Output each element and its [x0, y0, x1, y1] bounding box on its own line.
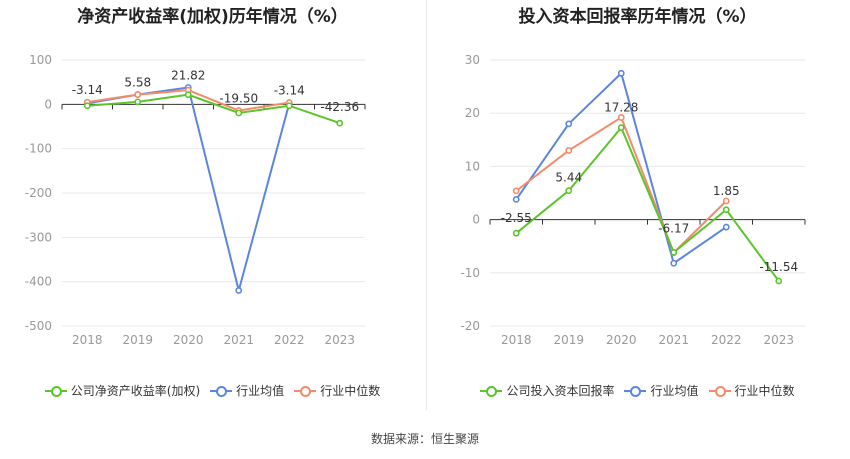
legend-industry-median[interactable]: 行业中位数 — [708, 382, 795, 399]
x-tick-label: 2020 — [173, 333, 204, 347]
data-label: 21.82 — [171, 68, 205, 82]
x-tick-label: 2018 — [501, 333, 532, 347]
x-tick-label: 2021 — [658, 333, 689, 347]
legend-company-roe[interactable]: 公司净资产收益率(加权) — [44, 382, 201, 399]
legend-company-marker — [480, 385, 503, 397]
y-tick-label: -20 — [460, 319, 480, 333]
point-company — [184, 91, 192, 99]
roe-chart: 100 0 -100 -200 -300 -400 -500 2018 2019 2020 2021… — [25, 53, 366, 347]
y-tick-label: 100 — [29, 53, 52, 67]
point-company — [565, 187, 573, 195]
roe-chart-title: 净资产收益率(加权)历年情况（%） — [77, 7, 348, 27]
legend-avg-label: 行业均值 — [650, 384, 699, 398]
roe-chart-panel: 净资产收益率(加权)历年情况（%） 100 0 -100 -200 -300 -400 -5… — [0, 0, 425, 420]
point-median — [722, 197, 730, 205]
roe-legend: 公司净资产收益率(加权) 行业均值 行业中位数 — [0, 382, 425, 399]
legend-company-roic[interactable]: 公司投入资本回报率 — [480, 382, 614, 399]
y-tick-label: -300 — [25, 230, 52, 244]
point-company — [512, 229, 520, 237]
series-line-company — [515, 125, 780, 282]
data-label: -3.14 — [72, 83, 103, 97]
x-tick-label: 2021 — [223, 333, 254, 347]
point-company — [134, 98, 142, 106]
series-line-avg — [87, 86, 291, 295]
point-company — [617, 124, 625, 132]
point-company — [285, 102, 293, 110]
legend-company-marker — [44, 385, 67, 397]
x-tick-label: 2019 — [553, 333, 584, 347]
point-avg — [512, 195, 520, 203]
y-tick-label: 10 — [465, 159, 480, 173]
y-tick-label: -400 — [25, 275, 52, 289]
y-tick-label: -500 — [25, 319, 52, 333]
point-avg — [565, 120, 573, 128]
data-label: -6.17 — [658, 221, 689, 235]
y-tick-label: 20 — [465, 106, 480, 120]
x-tick-label: 2023 — [324, 333, 355, 347]
data-label: 5.58 — [124, 76, 151, 90]
point-median — [512, 187, 520, 195]
roic-legend: 公司投入资本回报率 行业均值 行业中位数 — [425, 382, 850, 399]
data-label: 17.28 — [604, 100, 638, 114]
data-label: -3.14 — [274, 84, 305, 98]
x-tick-label: 2023 — [763, 333, 794, 347]
data-label: -19.50 — [219, 92, 258, 106]
point-company — [83, 102, 91, 110]
legend-median-label: 行业中位数 — [734, 384, 795, 398]
point-company — [336, 119, 344, 127]
x-tick-label: 2022 — [274, 333, 305, 347]
x-tick-label: 2022 — [711, 333, 742, 347]
y-tick-label: -200 — [25, 186, 52, 200]
data-source-note: 数据来源：恒生聚源 — [370, 432, 479, 446]
point-median — [617, 114, 625, 121]
roic-chart-title: 投入资本回报率历年情况（%） — [518, 7, 757, 27]
point-avg — [235, 287, 243, 294]
point-median — [134, 91, 142, 98]
y-tick-label: 0 — [44, 97, 52, 111]
legend-industry-avg[interactable]: 行业均值 — [210, 382, 284, 399]
legend-company-label: 公司投入资本回报率 — [506, 384, 615, 398]
roic-chart-panel: 投入资本回报率历年情况（%） 30 20 10 0 -10 -20 2018 2019 2020… — [425, 0, 850, 420]
point-company — [775, 277, 783, 285]
data-label: 5.44 — [555, 171, 582, 185]
y-tick-label: 30 — [465, 53, 480, 67]
legend-median-label: 行业中位数 — [320, 384, 381, 398]
legend-avg-marker — [624, 385, 647, 397]
x-tick-label: 2018 — [72, 333, 103, 347]
legend-company-label: 公司净资产收益率(加权) — [70, 384, 201, 398]
series-line-median — [515, 115, 727, 255]
y-tick-label: -100 — [25, 142, 52, 156]
x-tick-label: 2019 — [122, 333, 153, 347]
legend-avg-marker — [210, 385, 233, 397]
data-label: -11.54 — [759, 260, 798, 274]
data-label: -42.36 — [320, 100, 359, 114]
point-company — [235, 109, 243, 117]
point-median — [565, 147, 573, 154]
x-tick-label: 2020 — [606, 333, 637, 347]
legend-industry-median[interactable]: 行业中位数 — [294, 382, 380, 399]
panel-divider — [426, 0, 427, 410]
point-avg — [670, 259, 678, 267]
legend-median-marker — [294, 385, 317, 397]
data-label: -2.55 — [501, 211, 532, 225]
point-company — [722, 206, 730, 214]
point-company — [670, 249, 678, 256]
legend-avg-label: 行业均值 — [236, 384, 285, 398]
data-label: 1.85 — [713, 184, 740, 198]
series-line-company — [87, 93, 341, 125]
legend-industry-avg[interactable]: 行业均值 — [624, 382, 699, 399]
y-tick-label: -10 — [460, 266, 480, 280]
roic-chart: 30 20 10 0 -10 -20 2018 2019 2020 2021 2022 2023 -2.… — [460, 53, 806, 347]
y-tick-label: 0 — [472, 213, 480, 227]
legend-median-marker — [708, 385, 731, 397]
point-avg — [617, 69, 625, 77]
point-avg — [722, 223, 730, 231]
